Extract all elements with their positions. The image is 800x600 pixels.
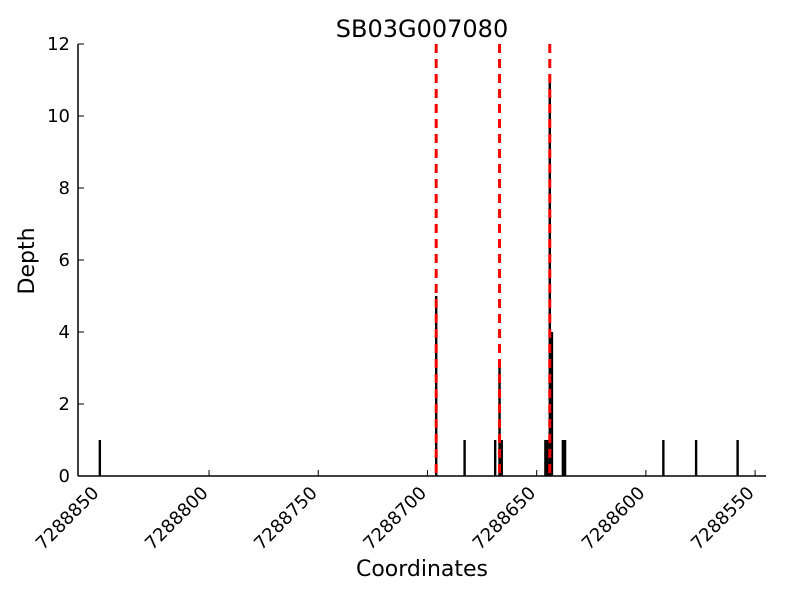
depth-bar bbox=[463, 440, 466, 476]
x-tick-label: 7288850 bbox=[32, 483, 104, 555]
depth-bar bbox=[98, 440, 102, 476]
x-tick-label: 7288800 bbox=[141, 483, 213, 555]
y-tick-label: 10 bbox=[47, 106, 70, 127]
x-axis-label: Coordinates bbox=[356, 557, 488, 582]
depth-bar bbox=[563, 440, 567, 476]
depth-bar bbox=[736, 440, 739, 476]
axes bbox=[77, 44, 766, 477]
depth-bar bbox=[561, 440, 565, 476]
x-axis-ticks: 7288850 7288800 7288750 7288700 7288650 72886… bbox=[32, 470, 759, 554]
reference-lines bbox=[434, 44, 552, 476]
y-axis-label: Depth bbox=[15, 227, 40, 294]
x-tick-label: 7288700 bbox=[359, 483, 431, 555]
depth-bar bbox=[546, 440, 549, 476]
depth-bar bbox=[662, 440, 665, 476]
y-tick-label: 8 bbox=[59, 178, 70, 199]
depth-bar bbox=[493, 440, 497, 476]
depth-bar bbox=[694, 440, 698, 476]
y-tick-label: 0 bbox=[59, 466, 70, 487]
y-tick-label: 6 bbox=[59, 250, 70, 271]
y-tick-label: 12 bbox=[47, 34, 70, 55]
x-tick-label: 7288650 bbox=[469, 483, 541, 555]
x-tick-label: 7288750 bbox=[250, 483, 322, 555]
depth-bar bbox=[435, 296, 438, 476]
y-axis-ticks: 0 2 4 6 8 10 12 bbox=[47, 34, 84, 487]
y-tick-label: 2 bbox=[59, 394, 70, 415]
plot-area bbox=[98, 80, 739, 476]
chart-title: SB03G007080 bbox=[336, 15, 508, 43]
x-tick-label: 7288550 bbox=[687, 483, 759, 555]
depth-bar bbox=[550, 332, 554, 476]
x-tick-label: 7288600 bbox=[578, 483, 650, 555]
y-tick-label: 4 bbox=[59, 322, 70, 343]
depth-bar bbox=[500, 440, 503, 476]
depth-bar bbox=[544, 440, 547, 476]
